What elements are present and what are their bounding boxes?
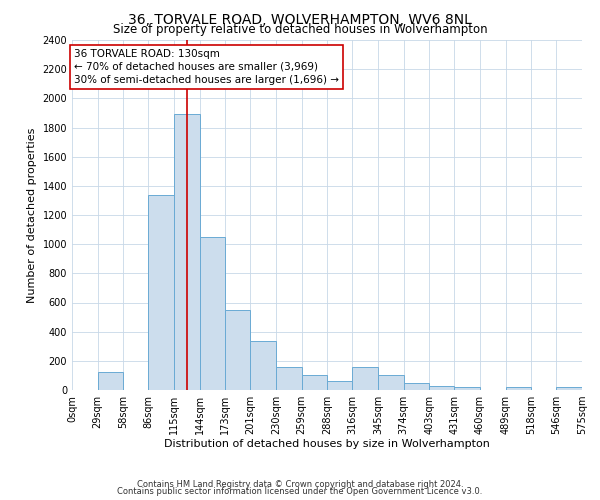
Bar — [556, 387, 582, 390]
Bar — [506, 387, 532, 390]
Bar — [328, 381, 352, 390]
Text: Contains HM Land Registry data © Crown copyright and database right 2024.: Contains HM Land Registry data © Crown c… — [137, 480, 463, 489]
Bar — [430, 386, 454, 390]
Bar — [454, 387, 480, 390]
Text: Contains public sector information licensed under the Open Government Licence v3: Contains public sector information licen… — [118, 487, 482, 496]
X-axis label: Distribution of detached houses by size in Wolverhampton: Distribution of detached houses by size … — [164, 438, 490, 448]
Bar — [276, 366, 302, 390]
Bar — [200, 237, 226, 390]
Bar — [250, 341, 276, 390]
Bar — [302, 374, 328, 390]
Text: Size of property relative to detached houses in Wolverhampton: Size of property relative to detached ho… — [113, 22, 487, 36]
Bar — [98, 372, 124, 390]
Bar — [378, 374, 404, 390]
Bar — [174, 114, 200, 390]
Bar — [148, 194, 174, 390]
Text: 36 TORVALE ROAD: 130sqm
← 70% of detached houses are smaller (3,969)
30% of semi: 36 TORVALE ROAD: 130sqm ← 70% of detache… — [74, 49, 339, 85]
Bar — [352, 366, 378, 390]
Bar — [404, 382, 430, 390]
Text: 36, TORVALE ROAD, WOLVERHAMPTON, WV6 8NL: 36, TORVALE ROAD, WOLVERHAMPTON, WV6 8NL — [128, 12, 472, 26]
Bar — [226, 310, 250, 390]
Y-axis label: Number of detached properties: Number of detached properties — [27, 128, 37, 302]
